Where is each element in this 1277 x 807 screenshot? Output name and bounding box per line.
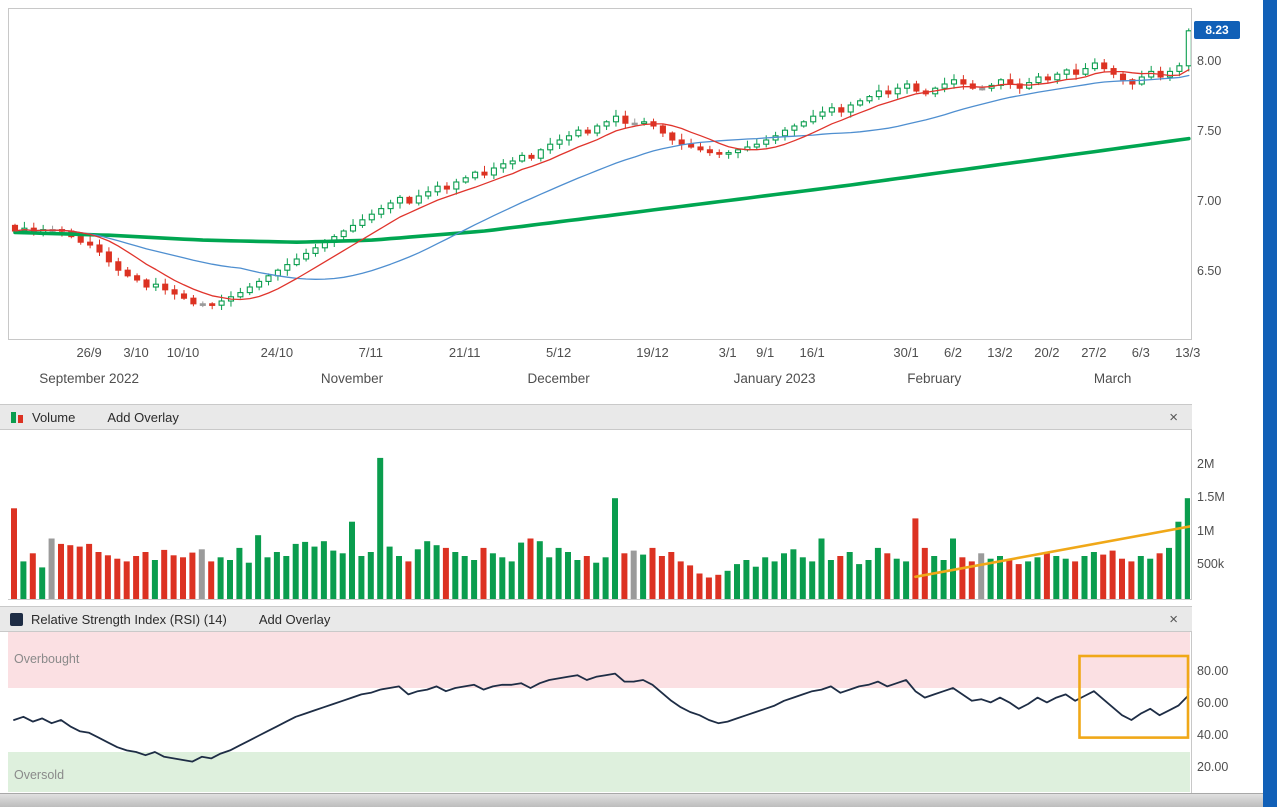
price-y-axis: 8.00 7.50 7.00 6.50 bbox=[1197, 0, 1259, 345]
vertical-scrollbar[interactable] bbox=[1263, 0, 1277, 807]
last-price-tag: 8.23 bbox=[1194, 21, 1240, 39]
price-axis-label: 6.50 bbox=[1197, 264, 1222, 278]
x-tick-label: 9/1 bbox=[756, 345, 775, 360]
volume-axis-label: 1.5M bbox=[1197, 490, 1225, 505]
price-x-axis: 26/9 3/10 10/10 24/10 7/11 21/11 5/12 19/12 3/1 9… bbox=[0, 345, 1200, 365]
volume-panel-close-button[interactable]: × bbox=[1169, 408, 1178, 426]
price-axis-label: 7.00 bbox=[1197, 194, 1222, 208]
month-label: September 2022 bbox=[39, 371, 140, 386]
x-tick-label: 6/2 bbox=[943, 345, 963, 360]
x-tick-label: 21/11 bbox=[448, 345, 481, 360]
x-tick-label: 3/1 bbox=[718, 345, 737, 360]
price-axis-label: 7.50 bbox=[1197, 124, 1222, 138]
volume-panel-header: Volume Add Overlay × bbox=[0, 404, 1192, 430]
x-tick-label: 26/9 bbox=[76, 345, 102, 360]
rsi-panel-title: Relative Strength Index (RSI) (14) bbox=[31, 611, 227, 627]
volume-panel-title: Volume bbox=[32, 409, 76, 425]
volume-indicator-icon bbox=[10, 410, 24, 424]
rsi-chart[interactable] bbox=[8, 632, 1192, 793]
volume-axis-label: 500k bbox=[1197, 557, 1225, 572]
x-tick-label: 30/1 bbox=[893, 345, 919, 360]
rsi-panel-close-button[interactable]: × bbox=[1169, 610, 1178, 628]
x-tick-label: 10/10 bbox=[166, 345, 200, 360]
month-label: February bbox=[907, 371, 962, 386]
x-tick-label: 20/2 bbox=[1034, 345, 1060, 360]
rsi-indicator-icon bbox=[10, 612, 23, 626]
volume-y-axis: 2M 1.5M 1M 500k bbox=[1197, 430, 1259, 600]
rsi-axis-label: 20.00 bbox=[1197, 760, 1229, 774]
price-month-labels: September 2022 November December January 20… bbox=[0, 371, 1192, 391]
volume-chart[interactable] bbox=[8, 430, 1192, 600]
volume-axis-label: 2M bbox=[1197, 456, 1215, 471]
rsi-axis-label: 60.00 bbox=[1197, 696, 1229, 710]
x-tick-label: 3/10 bbox=[123, 345, 149, 360]
volume-axis-label: 1M bbox=[1197, 523, 1215, 538]
x-tick-label: 7/11 bbox=[358, 345, 383, 360]
oversold-zone-label: Oversold bbox=[14, 768, 65, 782]
horizontal-scrollbar[interactable] bbox=[0, 793, 1263, 807]
month-label: January 2023 bbox=[733, 371, 816, 386]
price-chart[interactable] bbox=[8, 8, 1192, 340]
x-tick-label: 13/2 bbox=[987, 345, 1013, 360]
x-tick-label: 19/12 bbox=[636, 345, 669, 360]
x-tick-label: 5/12 bbox=[545, 345, 572, 360]
month-label: November bbox=[320, 371, 384, 386]
rsi-y-axis: 80.00 60.00 40.00 20.00 bbox=[1197, 632, 1259, 793]
rsi-panel-header: Relative Strength Index (RSI) (14) Add O… bbox=[0, 606, 1192, 632]
x-tick-label: 6/3 bbox=[1131, 345, 1150, 360]
volume-add-overlay-button[interactable]: Add Overlay bbox=[107, 409, 179, 425]
rsi-add-overlay-button[interactable]: Add Overlay bbox=[258, 611, 331, 627]
month-label: December bbox=[527, 371, 590, 386]
month-label: March bbox=[1093, 371, 1132, 386]
rsi-axis-label: 80.00 bbox=[1197, 664, 1229, 678]
price-axis-label: 8.00 bbox=[1197, 54, 1222, 68]
x-tick-label: 24/10 bbox=[260, 345, 294, 360]
overbought-zone-label: Overbought bbox=[14, 652, 80, 666]
x-tick-label: 16/1 bbox=[799, 345, 825, 360]
rsi-axis-label: 40.00 bbox=[1197, 728, 1229, 742]
x-tick-label: 13/3 bbox=[1175, 345, 1201, 360]
x-tick-label: 27/2 bbox=[1081, 345, 1107, 360]
